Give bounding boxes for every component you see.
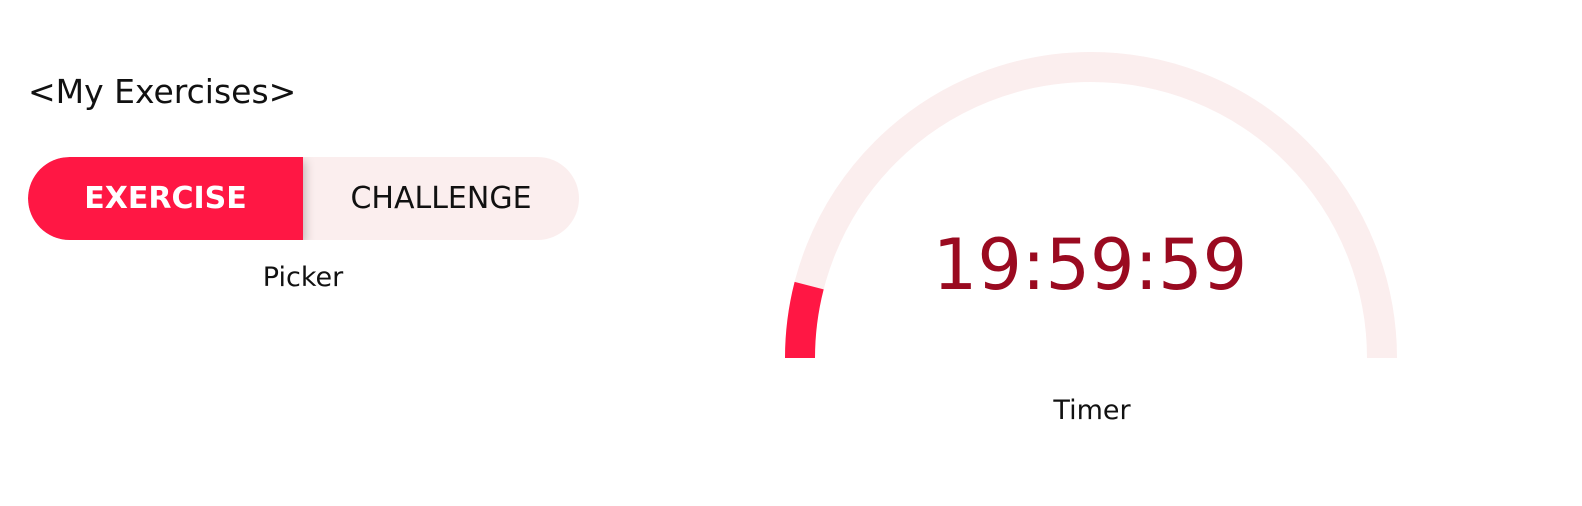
- timer-arc: [785, 52, 1397, 359]
- segment-exercise[interactable]: EXERCISE: [28, 157, 303, 240]
- segmented-picker: EXERCISE CHALLENGE: [28, 157, 579, 240]
- page-title: <My Exercises>: [28, 72, 297, 111]
- timer-gauge: 19:59:59: [760, 30, 1420, 375]
- timer-value: 19:59:59: [932, 224, 1248, 306]
- timer-progress-arc: [785, 281, 824, 359]
- timer-track-arc: [785, 52, 1397, 359]
- picker-caption: Picker: [262, 262, 344, 293]
- timer-caption: Timer: [1053, 395, 1131, 426]
- segment-challenge[interactable]: CHALLENGE: [350, 181, 532, 216]
